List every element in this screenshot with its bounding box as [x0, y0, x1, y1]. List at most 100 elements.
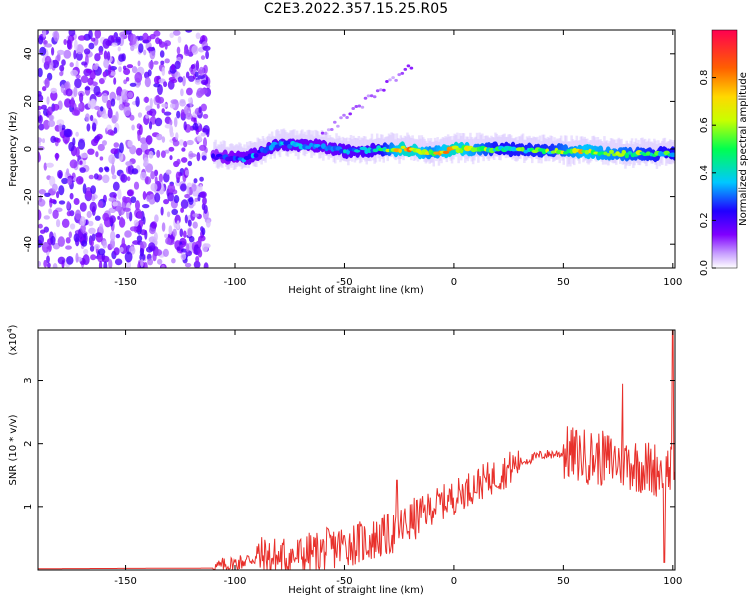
noise-speckle — [98, 51, 103, 55]
noise-speckle — [44, 55, 52, 65]
noise-speckle — [197, 249, 203, 258]
noise-speckle — [123, 102, 130, 107]
noise-speckle — [73, 86, 78, 98]
ridge-halo — [532, 136, 535, 157]
noise-speckle — [61, 59, 66, 66]
noise-speckle — [79, 202, 87, 212]
noise-speckle — [156, 133, 163, 141]
x-tick-label: 0 — [451, 576, 457, 587]
noise-speckle — [44, 43, 53, 48]
noise-speckle — [38, 151, 41, 162]
noise-speckle — [188, 153, 197, 158]
noise-speckle — [52, 183, 58, 192]
ridge-core — [624, 152, 629, 159]
ridge-core — [213, 156, 219, 161]
noise-speckle — [188, 236, 195, 243]
noise-speckle — [194, 197, 199, 202]
snr-y-label: SNR (10 * v/v) — [8, 414, 19, 485]
noise-speckle — [82, 254, 90, 266]
noise-speckle — [147, 47, 155, 52]
noise-speckle — [56, 219, 61, 228]
noise-speckle — [122, 207, 131, 212]
streak-speckle — [323, 131, 328, 135]
spectrogram-x-axis: -150 -100 -50 0 50 100 — [114, 30, 682, 288]
noise-speckle — [137, 112, 143, 118]
noise-speckle — [118, 103, 125, 111]
noise-speckle — [74, 78, 82, 89]
ridge-core — [621, 149, 627, 156]
noise-speckle — [52, 209, 59, 219]
noise-speckle — [154, 249, 163, 256]
x-tick-label: -50 — [336, 277, 352, 288]
noise-speckle — [185, 112, 193, 120]
x-tick-label: -150 — [114, 576, 137, 587]
streak-speckle — [320, 131, 325, 135]
colorbar: 0.0 0.2 0.4 0.6 0.8 Normalized spectral ampl… — [699, 29, 749, 276]
noise-speckle — [87, 148, 95, 155]
noise-speckle — [46, 96, 50, 105]
noise-speckle — [68, 231, 73, 239]
noise-speckle — [184, 214, 188, 224]
noise-speckle — [65, 245, 72, 250]
noise-speckle — [157, 258, 163, 265]
noise-speckle — [180, 199, 189, 209]
noise-speckle — [115, 233, 121, 239]
noise-speckle — [168, 225, 173, 236]
noise-speckle — [182, 75, 186, 87]
noise-speckle — [169, 119, 173, 126]
noise-speckle — [101, 255, 110, 263]
noise-speckle — [42, 138, 45, 144]
noise-speckle — [99, 78, 105, 85]
noise-speckle — [200, 226, 204, 232]
noise-speckle — [203, 262, 209, 268]
noise-speckle — [150, 171, 156, 180]
noise-speckle — [102, 240, 108, 249]
noise-speckle — [131, 168, 139, 175]
noise-speckle — [70, 97, 75, 108]
y-tick-label: -20 — [23, 188, 34, 204]
noise-speckle — [180, 248, 188, 253]
noise-speckle — [51, 47, 55, 56]
noise-speckle — [81, 240, 88, 247]
ridge-halo — [603, 136, 606, 160]
noise-speckle — [143, 96, 150, 103]
noise-speckle — [66, 200, 71, 210]
noise-speckle — [176, 110, 181, 119]
noise-speckle — [58, 200, 66, 205]
noise-speckle — [163, 199, 170, 205]
x-tick-label: -50 — [336, 576, 352, 587]
noise-speckle — [195, 256, 200, 263]
noise-speckle — [50, 235, 56, 246]
noise-speckle — [192, 122, 199, 131]
noise-speckle — [56, 191, 60, 199]
noise-speckle — [97, 200, 104, 208]
noise-speckle — [92, 64, 98, 71]
ridge-core — [609, 149, 614, 154]
noise-speckle — [188, 196, 194, 205]
noise-speckle — [89, 114, 94, 122]
noise-speckle — [140, 259, 144, 268]
noise-speckle — [98, 260, 103, 268]
noise-speckle — [107, 129, 114, 136]
noise-speckle — [188, 75, 195, 82]
ridge-core — [228, 155, 235, 162]
noise-speckle — [176, 220, 180, 230]
noise-speckle — [94, 135, 101, 142]
noise-speckle — [183, 121, 187, 131]
noise-speckle — [60, 84, 65, 94]
noise-speckle — [186, 87, 193, 96]
noise-speckle — [93, 85, 101, 96]
noise-speckle — [108, 154, 116, 164]
noise-speckle — [109, 91, 116, 102]
noise-speckle — [136, 211, 143, 219]
streak-speckle — [372, 95, 377, 99]
streak-speckle — [385, 80, 389, 83]
x-tick-label: 100 — [663, 576, 682, 587]
noise-speckle — [108, 259, 113, 268]
noise-speckle — [135, 96, 140, 108]
noise-speckle — [126, 189, 134, 197]
noise-speckle — [49, 199, 57, 204]
noise-speckle — [156, 149, 161, 158]
noise-speckle — [170, 99, 179, 105]
